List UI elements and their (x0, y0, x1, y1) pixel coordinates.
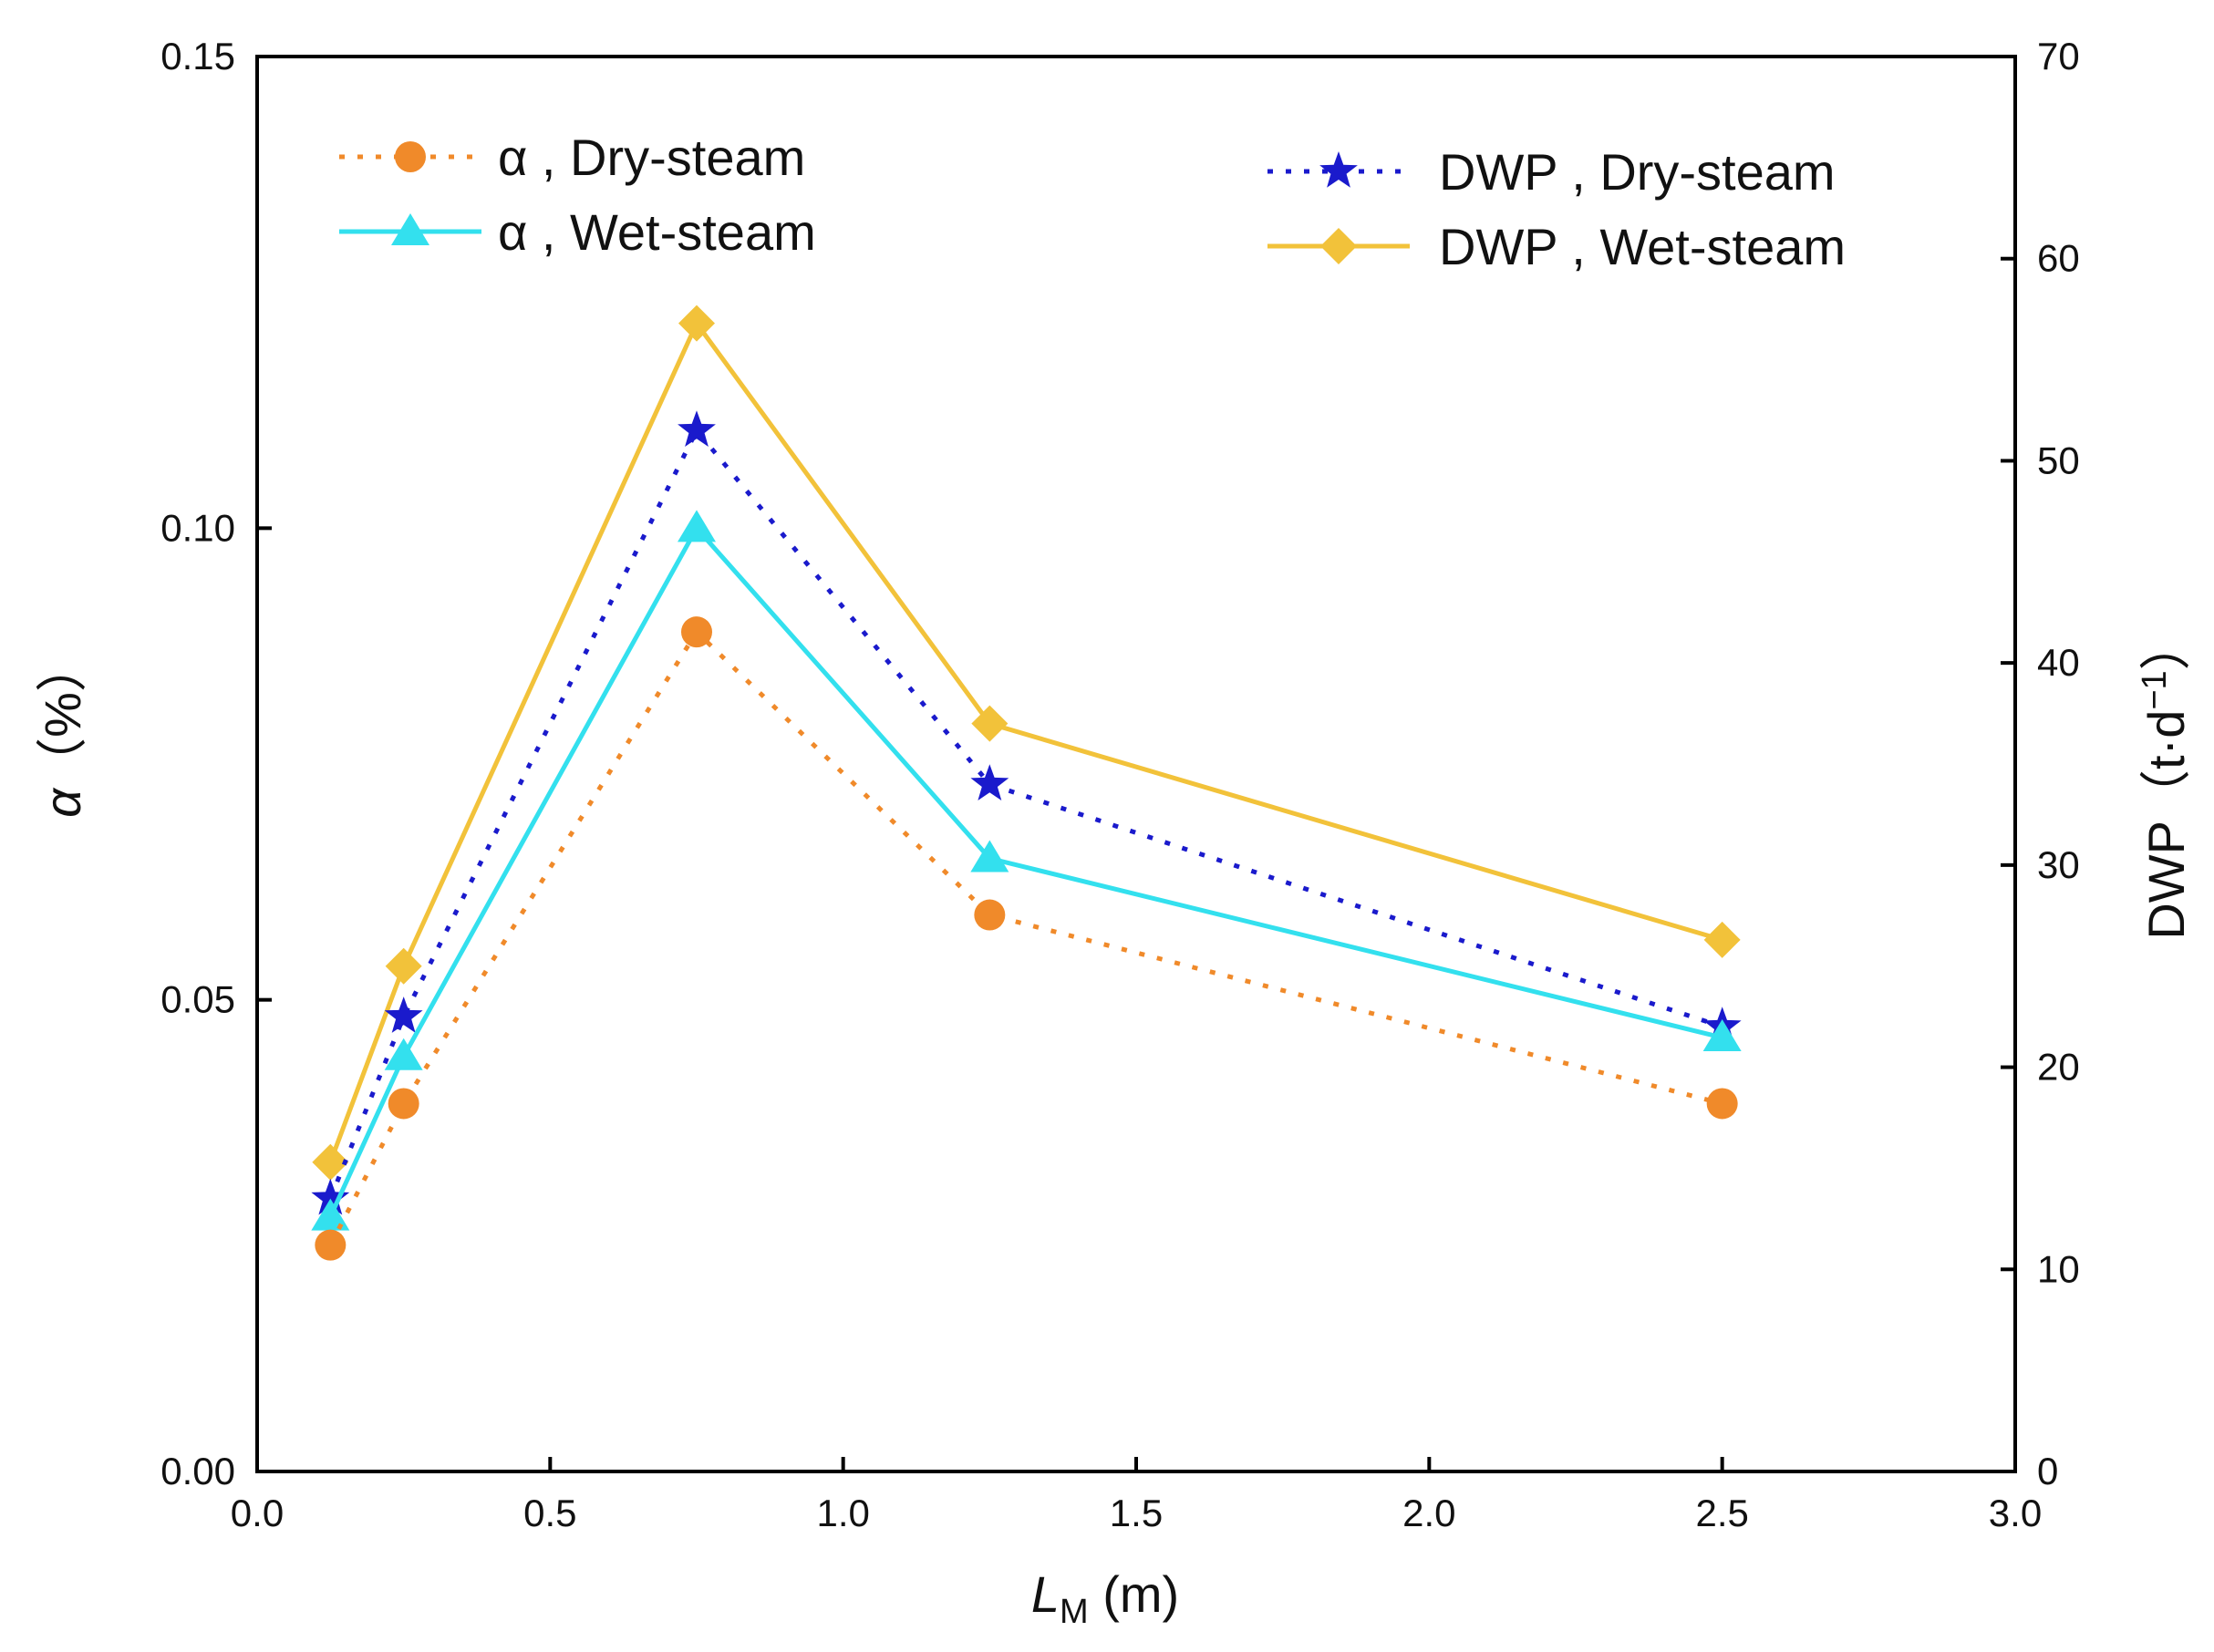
y-left-tick-label: 0.05 (160, 978, 235, 1021)
y-right-tick-label: 50 (2037, 439, 2080, 481)
series-line (328, 628, 1723, 1246)
legend: α , Dry-steam α , Wet-steam DWP , Dry-stea… (339, 129, 1846, 275)
series-line (327, 318, 1723, 1163)
y-right-tick-label: 10 (2037, 1247, 2080, 1290)
x-tick-label: 2.0 (1402, 1492, 1455, 1534)
data-point (384, 1038, 423, 1070)
y-left-tick-label: 0.10 (160, 506, 235, 549)
data-point (678, 305, 715, 342)
series-2 (311, 410, 1742, 1215)
y-right-axis-title-main: DWP (2137, 821, 2195, 940)
legend-label: α , Dry-steam (498, 129, 805, 186)
legend-item: DWP , Dry-steam (1267, 143, 1836, 201)
y-right-axis-title-unit: （t·d (2137, 710, 2195, 821)
x-tick-label: 1.0 (816, 1492, 869, 1534)
y-left-axis-title-unit: （%） (34, 641, 91, 789)
data-point (970, 764, 1009, 800)
data-point (1706, 1088, 1738, 1120)
series-line (328, 523, 1723, 1218)
y-right-tick-label: 70 (2037, 35, 2080, 77)
data-point (974, 899, 1006, 931)
legend-item: DWP , Wet-steam (1267, 218, 1846, 275)
series-group (311, 305, 1742, 1261)
data-point (311, 1198, 350, 1231)
y-right-axis-title: DWP（t·d−1） (2136, 619, 2195, 939)
data-point (388, 1088, 419, 1120)
y-right-tick-label: 30 (2037, 843, 2080, 886)
x-axis-title: LM (m) (1031, 1565, 1179, 1631)
y-right-axis-title-superscript: −1 (2136, 670, 2174, 709)
data-point (678, 410, 716, 447)
series-1 (311, 510, 1742, 1231)
data-point (678, 510, 716, 542)
legend-marker (395, 141, 426, 172)
y-right-axis-title-close: ） (2137, 619, 2195, 670)
y-right-tick-label: 60 (2037, 237, 2080, 280)
series-0 (315, 616, 1738, 1261)
x-tick-label: 2.5 (1695, 1492, 1748, 1534)
data-point (312, 1143, 349, 1181)
y-left-axis-title-main: α (34, 787, 91, 818)
x-axis-title-unit: (m) (1089, 1565, 1180, 1623)
y-left-tick-label: 0.00 (160, 1450, 235, 1492)
legend-label: α , Wet-steam (498, 203, 816, 261)
data-point (1702, 1019, 1742, 1052)
x-tick-label: 0.5 (523, 1492, 576, 1534)
y-right-tick-label: 0 (2037, 1450, 2058, 1492)
data-point (311, 1178, 350, 1215)
x-axis-title-main: L (1031, 1565, 1060, 1623)
data-point (385, 947, 422, 985)
x-tick-label: 0.0 (231, 1492, 284, 1534)
legend-marker (1319, 151, 1358, 188)
data-point (384, 996, 423, 1033)
x-tick-label: 3.0 (1989, 1492, 2042, 1534)
series-3 (312, 305, 1741, 1181)
legend-item: α , Dry-steam (339, 129, 805, 186)
data-point (681, 616, 712, 648)
legend-label: DWP , Dry-steam (1439, 143, 1836, 201)
x-axis-title-subscript: M (1060, 1593, 1089, 1631)
y-right-tick-label: 20 (2037, 1046, 2080, 1089)
data-point (971, 705, 1009, 742)
legend-marker (1320, 228, 1357, 264)
y-left-tick-label: 0.15 (160, 35, 235, 77)
legend-marker (391, 213, 429, 245)
series-line (327, 426, 1723, 1200)
data-point (315, 1229, 347, 1261)
x-tick-label: 1.5 (1110, 1492, 1163, 1534)
data-point (1703, 921, 1741, 958)
legend-label: DWP , Wet-steam (1439, 218, 1846, 275)
legend-item: α , Wet-steam (339, 203, 816, 261)
axes: 0.0 0.5 1.0 1.5 2.0 2.5 3.0 0.00 0.05 0.10 0.15 0 10… (160, 35, 2079, 1534)
y-left-axis-title: α（%） (34, 641, 91, 818)
data-point (970, 840, 1009, 872)
y-right-tick-label: 40 (2037, 641, 2080, 684)
